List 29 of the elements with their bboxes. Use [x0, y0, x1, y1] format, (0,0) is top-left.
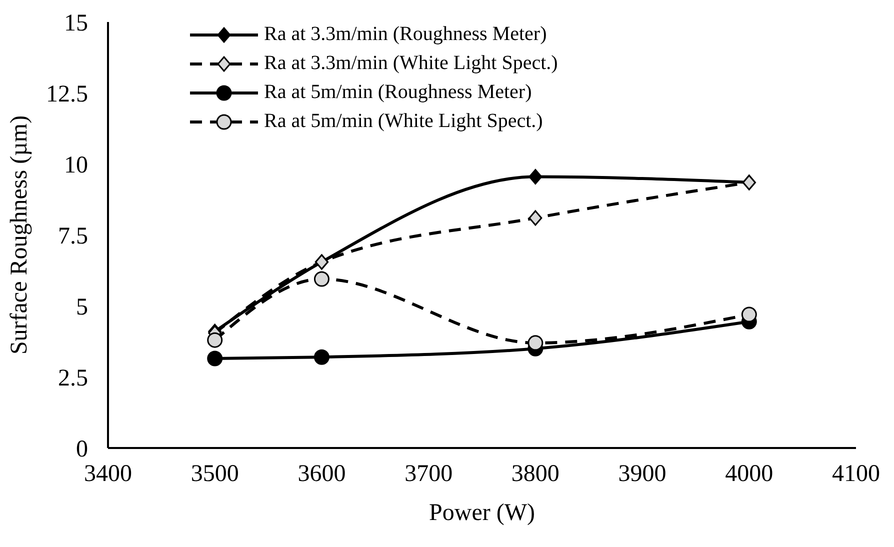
y-tick-label: 15 [64, 10, 88, 37]
x-axis-title: Power (W) [429, 500, 535, 526]
y-tick-label: 2.5 [58, 366, 88, 392]
point [741, 306, 757, 322]
y-tick-label: 0 [76, 436, 88, 463]
point [314, 349, 330, 365]
x-tick-label: 3600 [298, 461, 346, 488]
x-tick-label: 4000 [725, 461, 774, 488]
x-tick-label: 3700 [404, 461, 453, 488]
y-tick-label: 7.5 [58, 224, 88, 250]
y-tick-label: 12.5 [46, 82, 88, 108]
y-axis-title: Surface Roughness (µm) [6, 115, 33, 355]
point [314, 271, 330, 287]
legend-label: Ra at 5m/min (Roughness Meter) [264, 81, 532, 104]
y-tick-label: 10 [64, 152, 88, 179]
legend-label: Ra at 3.3m/min (White Light Spect.) [264, 52, 558, 75]
legend-label: Ra at 3.3m/min (Roughness Meter) [264, 23, 547, 46]
point [528, 169, 542, 185]
x-tick-label: 3400 [84, 461, 132, 488]
legend-label: Ra at 5m/min (White Light Spect.) [264, 110, 543, 133]
x-tick-label: 3800 [511, 461, 560, 488]
x-tick-label: 3500 [190, 461, 239, 488]
point [528, 210, 542, 226]
point [207, 332, 223, 348]
point [528, 335, 544, 351]
y-tick-label: 5 [76, 294, 88, 321]
x-tick-label: 3900 [618, 461, 666, 488]
point [207, 350, 223, 366]
x-tick-label: 4100 [832, 461, 880, 488]
